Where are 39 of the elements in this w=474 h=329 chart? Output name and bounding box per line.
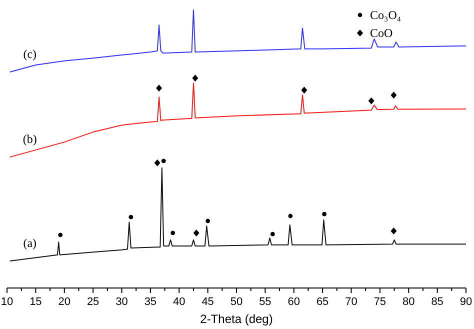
- x-tick-label: 10: [0, 296, 14, 308]
- point: [154, 159, 160, 166]
- x-tick-label: 25: [86, 296, 100, 308]
- point: [301, 86, 308, 94]
- x-tick-label: 70: [345, 296, 358, 308]
- x-tick-label: 65: [316, 296, 329, 308]
- series-label: (b): [22, 132, 37, 146]
- x-tick-label: 20: [58, 296, 70, 308]
- x-tick-label: 40: [173, 296, 186, 308]
- point: [128, 214, 134, 220]
- point: [390, 92, 397, 99]
- x-tick-label: 50: [230, 296, 243, 308]
- point: [192, 74, 198, 82]
- x-axis-title: 2-Theta (deg): [200, 312, 273, 326]
- x-tick-label: 90: [460, 296, 472, 308]
- point: [390, 228, 397, 235]
- legend-label: CoO: [370, 26, 394, 40]
- x-tick-label: 15: [30, 296, 42, 308]
- x-tick-label: 75: [374, 296, 386, 308]
- series-label: (c): [23, 46, 37, 61]
- point: [170, 230, 176, 236]
- x-tick-label: 85: [431, 296, 444, 308]
- point: [58, 232, 63, 238]
- point: [193, 229, 200, 236]
- legend-label: Co₃O₄: [370, 8, 402, 22]
- point: [368, 97, 374, 104]
- series-label: (a): [23, 236, 37, 250]
- point: [161, 158, 166, 164]
- x-tick-label: 55: [259, 296, 272, 308]
- point: [156, 84, 162, 92]
- point: [270, 232, 275, 236]
- x-tick-label: 45: [202, 296, 214, 308]
- point: [322, 212, 326, 216]
- x-tick-label: 35: [144, 296, 157, 308]
- x-tick-label: 30: [116, 296, 128, 308]
- point: [288, 214, 293, 218]
- x-tick-label: 60: [288, 296, 300, 308]
- x-tick-label: 80: [402, 296, 415, 308]
- point: [206, 218, 210, 224]
